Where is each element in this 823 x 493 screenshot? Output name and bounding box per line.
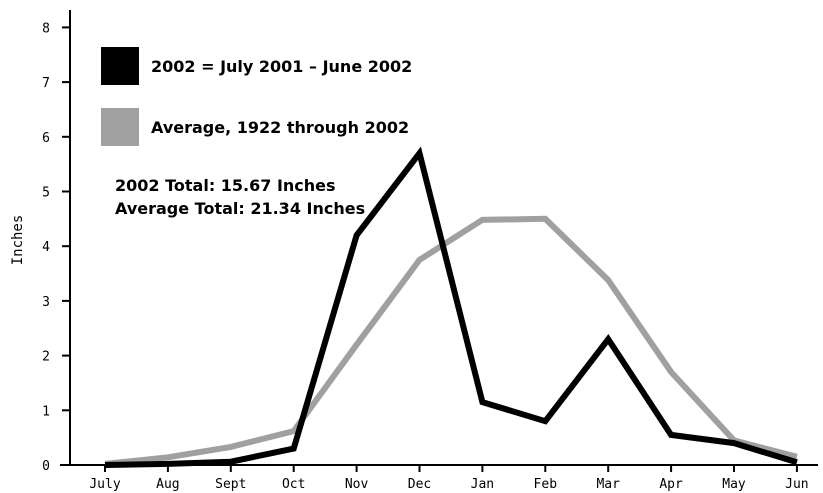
- x-tick-label: Jan: [471, 477, 494, 492]
- y-tick-label: 2: [42, 350, 50, 365]
- series-layer: [104, 146, 798, 468]
- legend: 2002 = July 2001 – June 2002 Average, 19…: [101, 47, 412, 146]
- annotation-average-total: Average Total: 21.34 Inches: [115, 199, 365, 218]
- y-tick-label: 3: [42, 295, 50, 310]
- x-tick-label: Sept: [215, 477, 246, 492]
- legend-swatch-2002: [101, 47, 139, 85]
- x-tick-label: Feb: [534, 477, 558, 492]
- x-tick-label: Apr: [659, 477, 683, 492]
- y-tick-label: 0: [42, 459, 50, 474]
- y-tick-label: 7: [42, 76, 50, 91]
- y-tick-label: 5: [42, 186, 50, 201]
- legend-label-average: Average, 1922 through 2002: [151, 118, 409, 137]
- y-tick-label: 1: [42, 404, 50, 419]
- y-tick-label: 6: [42, 131, 50, 146]
- y-tick-label: 8: [42, 21, 50, 36]
- x-tick-label: Mar: [596, 477, 620, 492]
- legend-label-2002: 2002 = July 2001 – June 2002: [151, 57, 412, 76]
- x-tick-label: May: [722, 477, 746, 492]
- x-tick-label: Aug: [156, 477, 179, 492]
- x-tick-label: Oct: [282, 477, 305, 492]
- x-tick-label: Dec: [408, 477, 431, 492]
- x-ticks: July Aug Sept Oct Nov Dec Jan Feb Mar Apr May Jun: [89, 465, 809, 492]
- x-tick-label: Jun: [785, 477, 808, 492]
- x-tick-label: July: [89, 477, 120, 492]
- legend-swatch-average: [101, 108, 139, 146]
- series-line-average: [104, 215, 798, 467]
- y-tick-label: 4: [42, 240, 50, 255]
- x-tick-label: Nov: [345, 477, 369, 492]
- annotation-2002-total: 2002 Total: 15.67 Inches: [115, 176, 336, 195]
- y-ticks: 0 1 2 3 4 5 6 7 8: [42, 21, 70, 474]
- series-line-2002: [104, 146, 798, 468]
- y-axis-title: Inches: [10, 215, 26, 266]
